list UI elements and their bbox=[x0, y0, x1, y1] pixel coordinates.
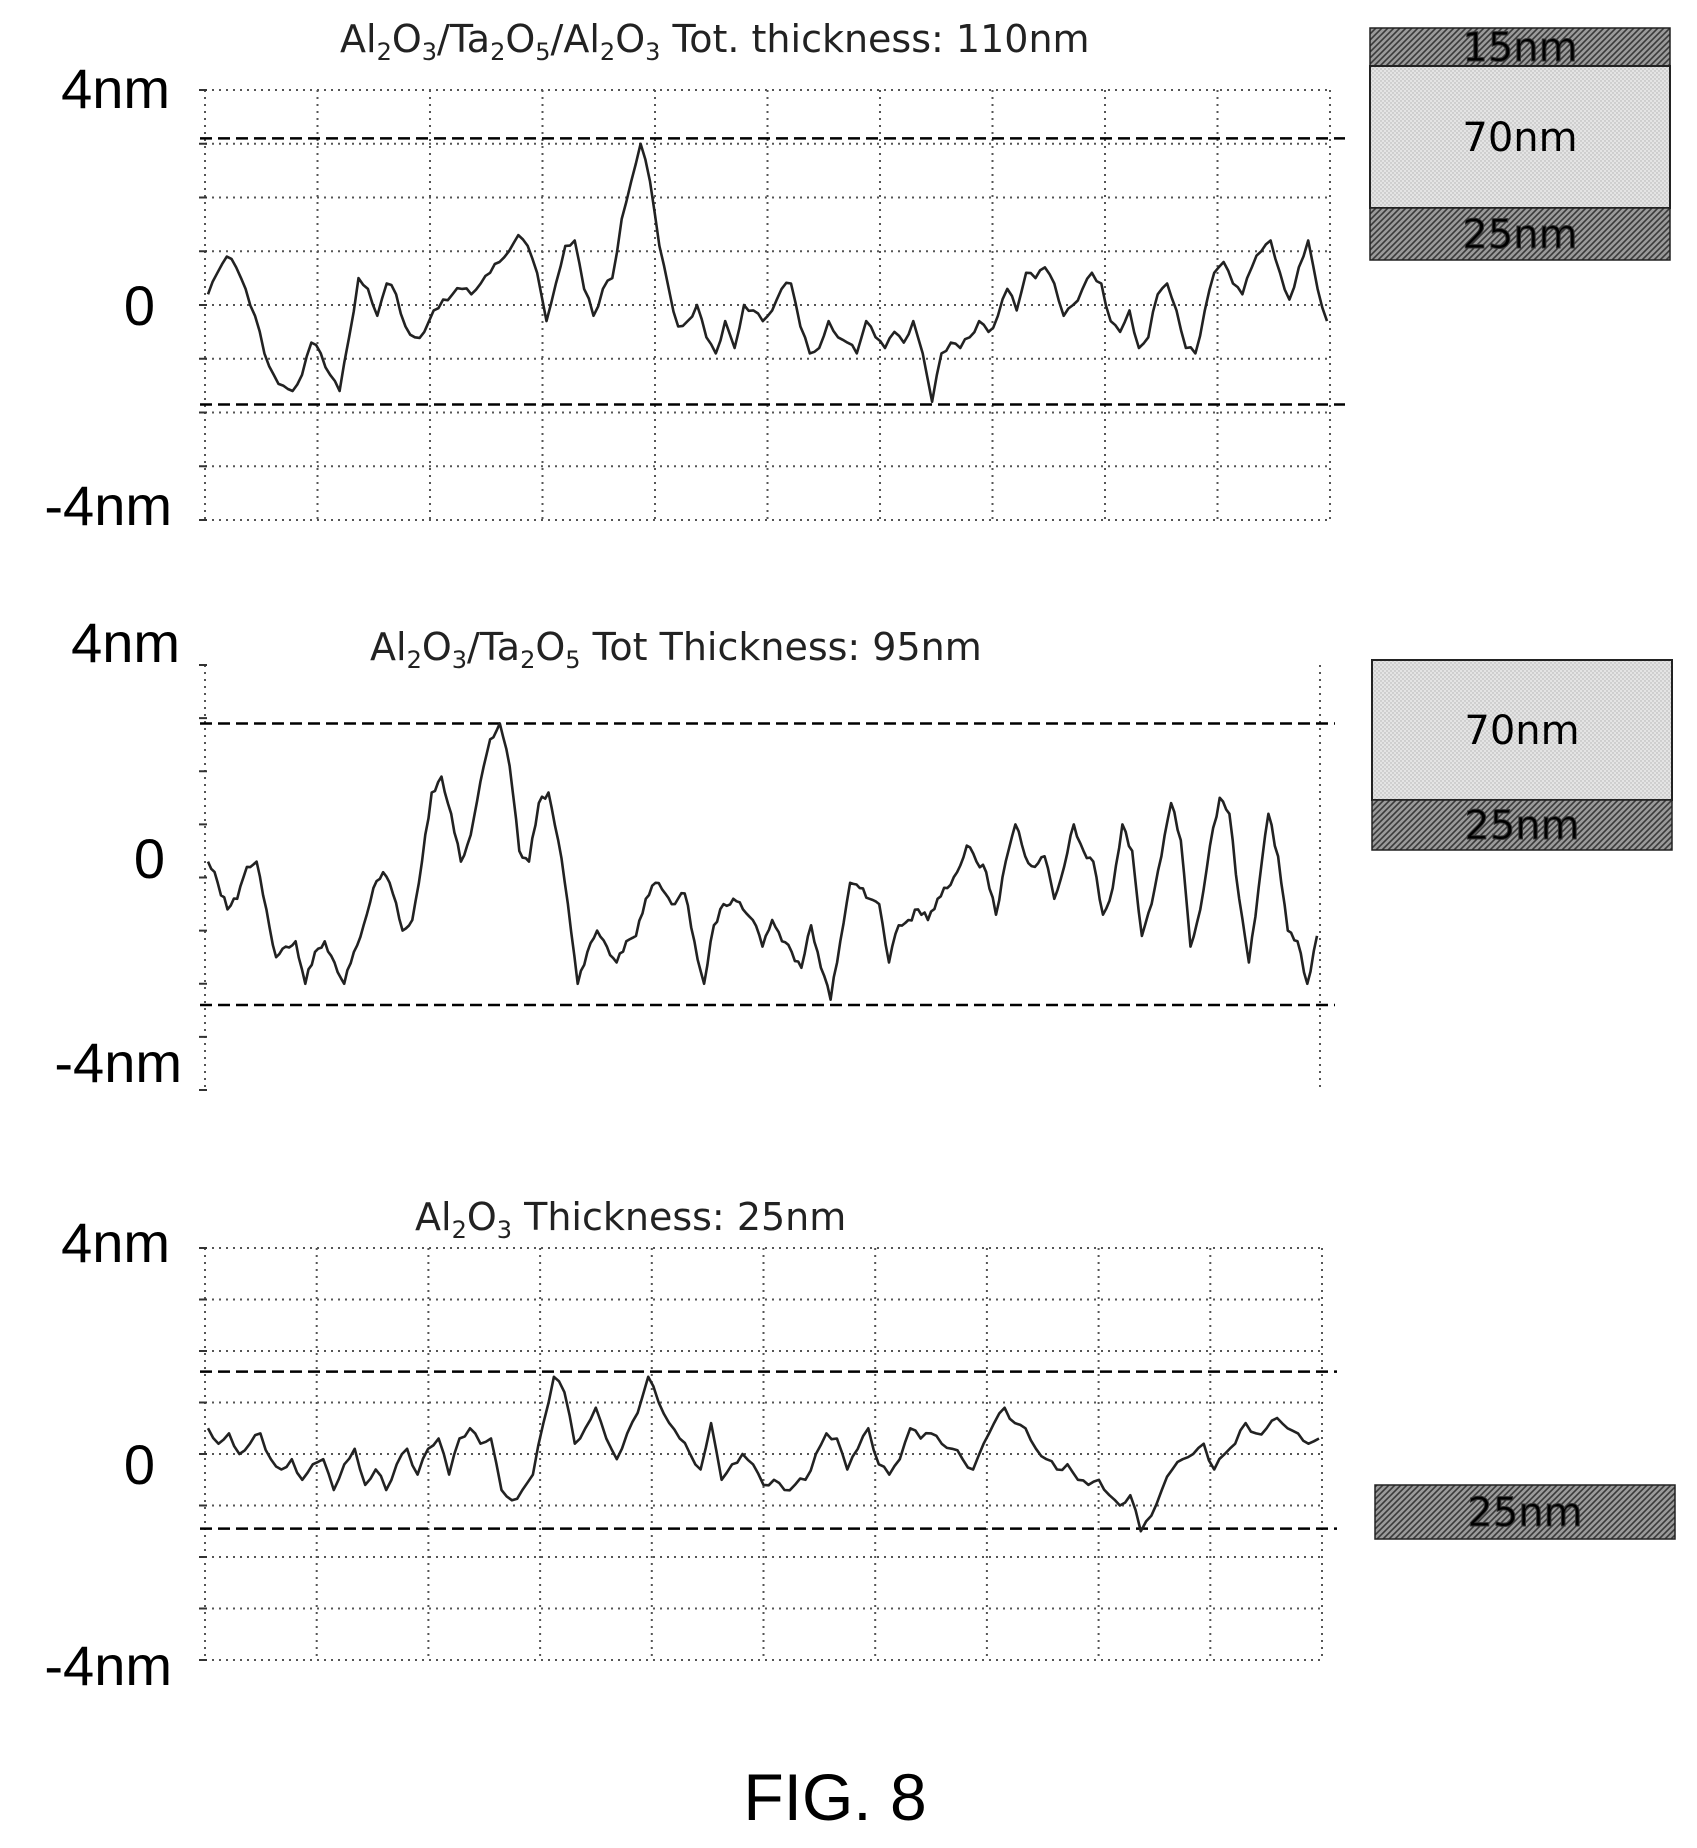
panel-2-grid bbox=[199, 664, 1321, 1091]
panel-2-y-tick-top: 4nm bbox=[71, 611, 180, 674]
panel-1-y-tick-zero: 0 bbox=[124, 274, 155, 337]
panel-3-y-tick-bottom: -4nm bbox=[44, 1634, 172, 1697]
panel-3: Al2O3 Thickness: 25nm 4nm 0 -4nm 25nm bbox=[44, 1195, 1676, 1697]
panel-1-roughness-trace bbox=[206, 142, 1329, 404]
panel-1-grid bbox=[199, 89, 1331, 521]
panel-1-y-tick-top: 4nm bbox=[61, 57, 170, 120]
layer-label: 25nm bbox=[1462, 212, 1577, 258]
panel-2-layer-stack: 70nm 25nm bbox=[1371, 659, 1673, 851]
panel-3-layer-stack: 25nm bbox=[1374, 1484, 1676, 1540]
layer-25nm-block bbox=[1369, 207, 1671, 261]
layer-label: 70nm bbox=[1462, 115, 1577, 161]
figure-label: FIG. 8 bbox=[743, 1760, 926, 1834]
panel-2: Al2O3/Ta2O5 Tot Thickness: 95nm 4nm 0 -4… bbox=[54, 611, 1673, 1094]
layer-25nm-block bbox=[1371, 799, 1673, 851]
panel-1-y-tick-bottom: -4nm bbox=[44, 474, 172, 537]
layer-25nm-block bbox=[1374, 1484, 1676, 1540]
panel-1-title: Al2O3/Ta2O5/Al2O3 Tot. thickness: 110nm bbox=[340, 17, 1090, 66]
panel-2-y-tick-bottom: -4nm bbox=[54, 1031, 182, 1094]
panel-1-layer-stack: 15nm 70nm 25nm bbox=[1369, 25, 1671, 261]
panel-2-roughness-trace bbox=[206, 722, 1319, 1001]
panel-2-y-tick-zero: 0 bbox=[134, 827, 165, 890]
panel-1-bounds bbox=[200, 137, 1345, 406]
panel-3-title: Al2O3 Thickness: 25nm bbox=[415, 1195, 846, 1244]
panel-2-bounds bbox=[200, 722, 1335, 1007]
panel-3-bounds bbox=[200, 1370, 1337, 1530]
panel-2-title: Al2O3/Ta2O5 Tot Thickness: 95nm bbox=[370, 625, 982, 674]
layer-label: 70nm bbox=[1464, 708, 1579, 754]
panel-1: Al2O3/Ta2O5/Al2O3 Tot. thickness: 110nm … bbox=[44, 17, 1671, 537]
panel-3-y-tick-zero: 0 bbox=[124, 1433, 155, 1496]
layer-label: 25nm bbox=[1467, 1490, 1582, 1536]
layer-70nm-block bbox=[1371, 659, 1673, 801]
layer-70nm-block bbox=[1369, 65, 1671, 209]
panel-3-grid bbox=[199, 1247, 1323, 1661]
panel-3-y-tick-top: 4nm bbox=[61, 1211, 170, 1274]
panel-3-roughness-trace bbox=[206, 1375, 1320, 1533]
layer-label: 25nm bbox=[1464, 803, 1579, 849]
layer-label: 15nm bbox=[1462, 25, 1577, 71]
